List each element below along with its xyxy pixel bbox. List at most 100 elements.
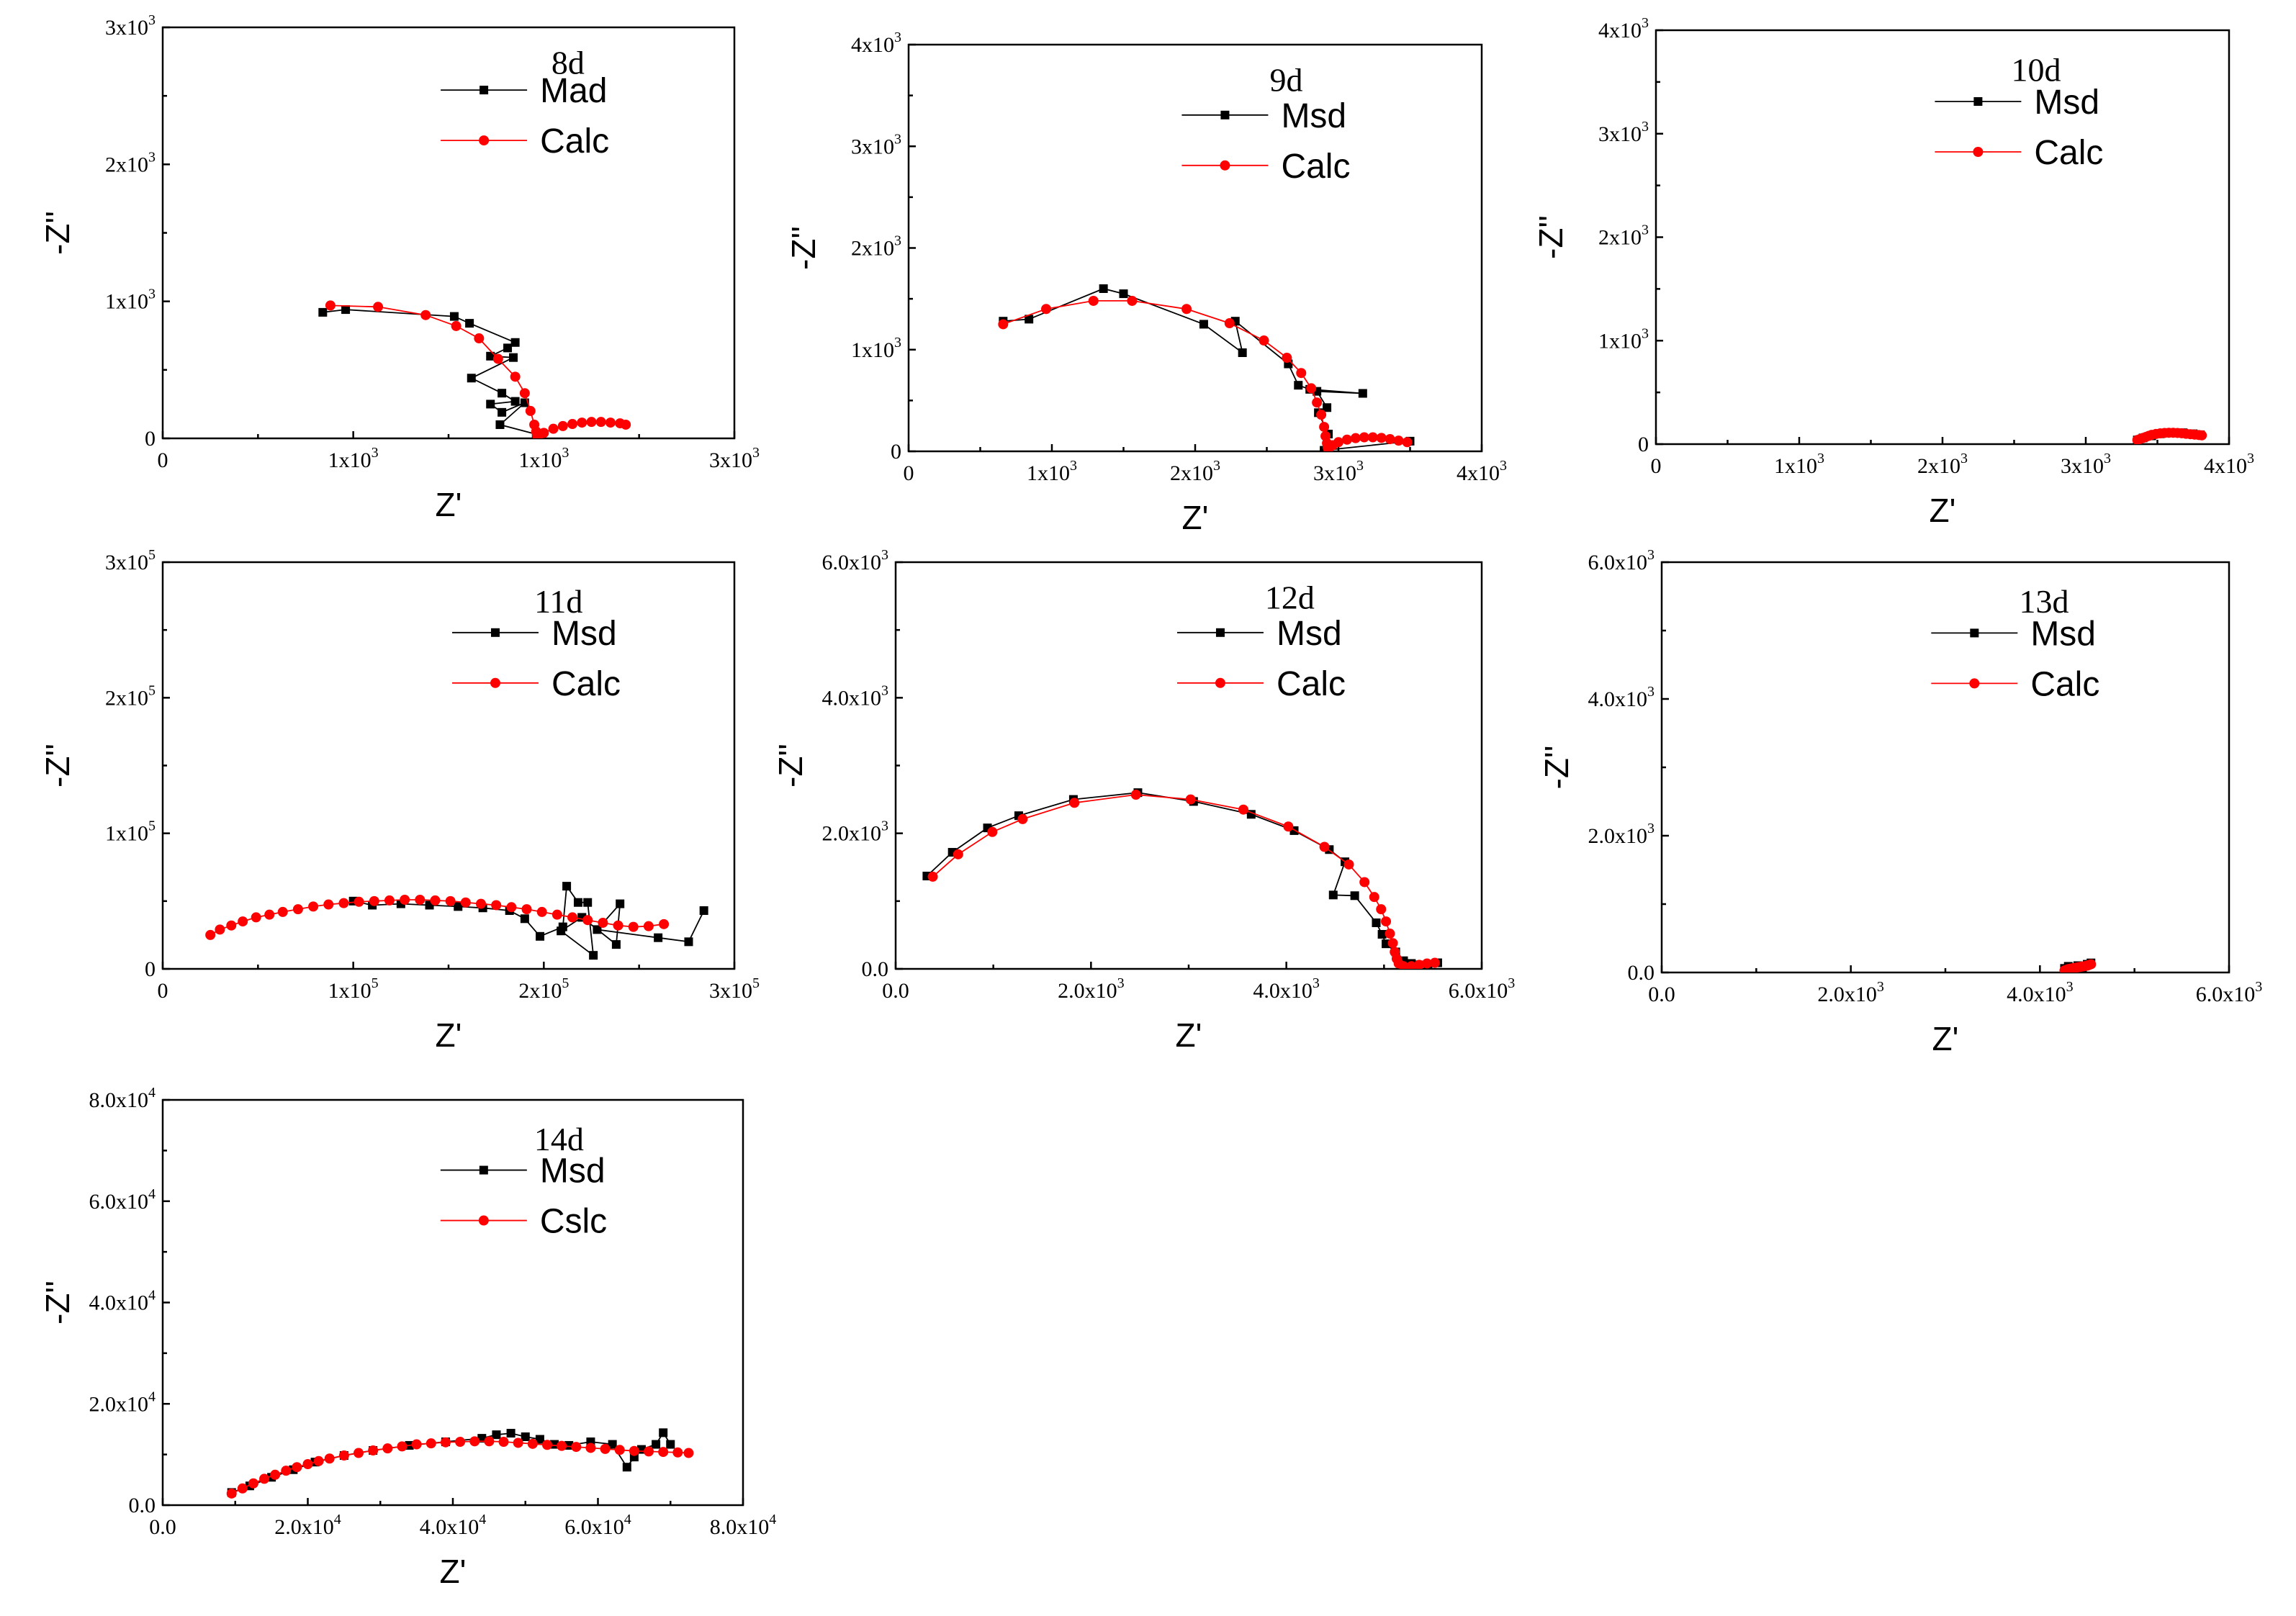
series-line-Calc — [330, 304, 626, 438]
data-point-Msd — [564, 1440, 574, 1450]
plot-frame — [1655, 29, 2230, 446]
data-point-Calc — [1359, 877, 1370, 888]
data-point-Msd — [616, 899, 625, 908]
data-point-Calc — [510, 371, 521, 382]
plot-data — [226, 1428, 694, 1499]
data-point-Calc — [1017, 813, 1028, 824]
data-point-Cslc — [683, 1448, 694, 1458]
data-point-Msd — [659, 1428, 668, 1437]
data-point-Calc — [557, 420, 568, 431]
chart-panel-8d: 0 1x103 1x103 3x103 0 1x103 2x103 3x103 Z' -Z'' 8d… — [39, 12, 760, 523]
data-point-Calc — [474, 333, 485, 344]
panel-title: 9d — [1269, 61, 1302, 98]
y-axis-label: -Z'' — [772, 744, 809, 787]
legend-marker-Msd — [1220, 110, 1230, 119]
legend-marker-Mad — [480, 86, 489, 95]
x-tick-label: 0 — [158, 448, 168, 472]
plot-frame — [161, 561, 736, 970]
y-tick-label: 6.0x103 — [822, 547, 889, 574]
data-point-Msd — [454, 902, 463, 911]
x-axis-label: Z' — [1182, 499, 1209, 536]
data-point-Calc — [567, 912, 578, 923]
data-point-Msd — [654, 933, 663, 942]
series-line-Mad — [323, 309, 536, 435]
data-point-Calc — [354, 896, 364, 907]
data-point-Calc — [1359, 432, 1369, 443]
data-point-Calc — [373, 302, 384, 312]
data-point-Calc — [264, 909, 275, 920]
data-point-Msd — [562, 882, 572, 891]
legend-marker-Calc — [479, 135, 490, 146]
chart-panel-13d: 0.0 2.0x103 4.0x103 6.0x103 0.0 2.0x103 4.0x10… — [1538, 547, 2262, 1057]
data-point-Calc — [519, 388, 530, 399]
legend-label-Msd: Msd — [552, 615, 617, 653]
plot-frame — [161, 26, 736, 440]
plot-frame — [907, 43, 1483, 453]
data-point-Msd — [573, 898, 582, 907]
legend-label-Calc: Calc — [552, 665, 621, 703]
data-point-Cslc — [585, 1443, 596, 1453]
data-point-Msd — [521, 1432, 530, 1441]
data-point-Mad — [486, 400, 495, 409]
data-point-Calc — [1393, 435, 1404, 446]
x-tick-label: 2x105 — [518, 975, 569, 1003]
data-point-Msd — [550, 1440, 559, 1449]
chart-panel-12d: 0.0 2.0x103 4.0x103 6.0x103 0.0 2.0x103 4.0x10… — [772, 547, 1515, 1054]
plot-frame — [894, 561, 1483, 970]
y-axis-label: -Z'' — [1532, 215, 1570, 259]
data-point-Msd — [1372, 918, 1381, 927]
y-tick-label: 8.0x104 — [89, 1085, 156, 1112]
y-tick-label: 0.0 — [862, 957, 889, 981]
y-tick-label: 2.0x103 — [1588, 821, 1655, 848]
legend-marker-Calc — [1969, 678, 1980, 689]
y-tick-label: 3x103 — [105, 12, 156, 40]
data-point-Cslc — [614, 1445, 625, 1455]
data-point-Calc — [621, 419, 631, 430]
data-point-Mad — [465, 319, 474, 328]
data-point-Calc — [525, 405, 536, 416]
x-tick-label: 0 — [904, 461, 914, 485]
series-line-Msd — [353, 884, 705, 957]
y-tick-label: 1x103 — [851, 335, 901, 362]
data-point-Calc — [613, 920, 623, 931]
data-point-Calc — [1385, 929, 1395, 939]
x-tick-label: 2x103 — [1917, 451, 1968, 478]
y-tick-label: 6.0x104 — [89, 1186, 156, 1214]
y-tick-label: 2.0x104 — [89, 1389, 156, 1416]
data-point-Calc — [577, 417, 587, 428]
data-point-Calc — [1398, 961, 1409, 969]
x-tick-label: 4.0x104 — [420, 1512, 487, 1539]
data-point-Mad — [498, 389, 507, 398]
data-point-Cslc — [292, 1462, 302, 1473]
data-point-Calc — [1316, 410, 1327, 420]
data-point-Calc — [384, 895, 395, 906]
legend-label-Cslc: Cslc — [540, 1203, 607, 1241]
data-point-Calc — [369, 895, 379, 906]
data-point-Calc — [1283, 821, 1294, 832]
data-point-Cslc — [513, 1437, 523, 1448]
data-point-Calc — [251, 912, 261, 923]
data-point-Calc — [1341, 434, 1352, 445]
x-tick-label: 2.0x103 — [1817, 979, 1884, 1006]
y-tick-label: 4x103 — [851, 30, 901, 57]
panel-title: 8d — [552, 45, 585, 81]
data-point-Cslc — [484, 1436, 495, 1447]
x-tick-label: 3x105 — [709, 975, 760, 1003]
data-point-Calc — [1181, 304, 1192, 315]
data-point-Calc — [536, 906, 547, 917]
data-point-Calc — [430, 895, 441, 906]
data-point-Cslc — [600, 1443, 611, 1454]
y-tick-label: 0 — [891, 440, 901, 464]
data-point-Msd — [1328, 890, 1338, 900]
x-tick-label: 1x103 — [1027, 458, 1077, 485]
data-point-Msd — [666, 1440, 675, 1449]
data-point-Calc — [1088, 295, 1099, 306]
x-tick-label: 0 — [158, 979, 168, 1003]
data-point-Calc — [1369, 892, 1379, 903]
data-point-Calc — [1422, 958, 1433, 969]
chart-panel-11d: 0 1x105 2x105 3x105 0 1x105 2x105 3x105 Z' -Z'' 11… — [39, 547, 760, 1054]
legend-marker-Msd — [1973, 97, 1983, 106]
data-point-Calc — [1069, 798, 1080, 808]
legend-label-Msd: Msd — [540, 1152, 605, 1191]
panel-title: 13d — [2019, 583, 2068, 620]
